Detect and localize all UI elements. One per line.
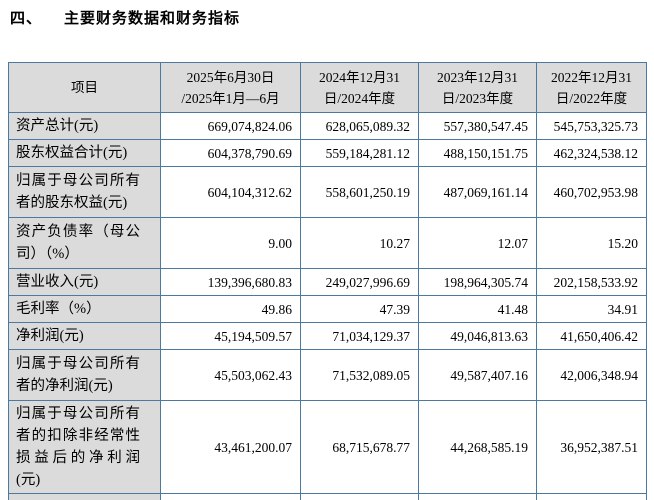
table-row: 营业收入(元) 139,396,680.83 249,027,996.69 198,9… xyxy=(8,268,647,296)
table-row: 净利润(元) 45,194,509.57 71,034,129.37 49,046,8… xyxy=(8,322,647,350)
cell-value: 41,650,406.42 xyxy=(536,322,647,350)
section-heading: 主要财务数据和财务指标 xyxy=(64,10,241,27)
table-row: 归属于母公司所有者的扣除非经常性损益后的净利润(元) 43,461,200.07 6… xyxy=(8,400,647,494)
row-label: 毛利率（%） xyxy=(8,295,161,323)
cell-value: 558,601,250.19 xyxy=(300,166,419,218)
financial-indicators-table: 项目 2025年6月30日 /2025年1月—6月 2024年12月31 日/2… xyxy=(8,62,647,500)
row-label: 股东权益合计(元) xyxy=(8,139,161,167)
column-header-2025: 2025年6月30日 /2025年1月—6月 xyxy=(160,62,301,113)
column-header-2024: 2024年12月31 日/2024年度 xyxy=(300,62,419,113)
row-label: 净利润(元) xyxy=(8,322,161,350)
cell-value: 545,753,325.73 xyxy=(536,112,647,140)
table-header-row: 项目 2025年6月30日 /2025年1月—6月 2024年12月31 日/2… xyxy=(8,62,647,113)
row-label: 归属于母公司所有者的扣除非经常性损益后的净利润(元) xyxy=(8,400,161,494)
column-header-item: 项目 xyxy=(8,62,161,113)
row-label: 归属于母公司所有者的股东权益(元) xyxy=(8,166,161,218)
cell-value: 487,069,161.14 xyxy=(418,166,537,218)
table-row: 归属于母公司所有者的股东权益(元) 604,104,312.62 558,601,2… xyxy=(8,166,647,218)
section-title: 四、 主要财务数据和财务指标 xyxy=(10,7,240,28)
cell-value: 460,702,953.98 xyxy=(536,166,647,218)
cell-value: 15.20 xyxy=(536,217,647,269)
cell-value: 34.91 xyxy=(536,295,647,323)
cell-value: 45,194,509.57 xyxy=(160,322,301,350)
row-label: 资产负债率（母公司）（%） xyxy=(8,217,161,269)
cell-value: 604,104,312.62 xyxy=(160,166,301,218)
cell-value: 44,268,585.19 xyxy=(418,400,537,494)
cell-value xyxy=(536,493,647,500)
cell-value: 42,006,348.94 xyxy=(536,349,647,401)
cell-value: 139,396,680.83 xyxy=(160,268,301,296)
cell-value: 47.39 xyxy=(300,295,419,323)
table-row: 资产负债率（母公司）（%） 9.00 10.27 12.07 15.20 xyxy=(8,217,647,269)
cell-value: 249,027,996.69 xyxy=(300,268,419,296)
cell-value: 198,964,305.74 xyxy=(418,268,537,296)
cell-value: 557,380,547.45 xyxy=(418,112,537,140)
section-number: 四、 xyxy=(10,10,43,27)
cell-value: 49,046,813.63 xyxy=(418,322,537,350)
table-row: 毛利率（%） 49.86 47.39 41.48 34.91 xyxy=(8,295,647,323)
column-header-2023: 2023年12月31 日/2023年度 xyxy=(418,62,537,113)
cell-value: 628,065,089.32 xyxy=(300,112,419,140)
cell-value xyxy=(300,493,419,500)
cell-value: 10.27 xyxy=(300,217,419,269)
cell-value: 604,378,790.69 xyxy=(160,139,301,167)
cell-value: 49,587,407.16 xyxy=(418,349,537,401)
cell-value: 202,158,533.92 xyxy=(536,268,647,296)
cell-value: 71,034,129.37 xyxy=(300,322,419,350)
cell-value: 488,150,151.75 xyxy=(418,139,537,167)
table-row: 股东权益合计(元) 604,378,790.69 559,184,281.12 488… xyxy=(8,139,647,167)
table-row: 归属于母公司所有者的净利润(元) 45,503,062.43 71,532,089.… xyxy=(8,349,647,401)
cell-value: 669,074,824.06 xyxy=(160,112,301,140)
cell-value: 43,461,200.07 xyxy=(160,400,301,494)
cell-value: 9.00 xyxy=(160,217,301,269)
cell-value: 559,184,281.12 xyxy=(300,139,419,167)
row-label: 营业收入(元) xyxy=(8,268,161,296)
table-row: 资产总计(元) 669,074,824.06 628,065,089.32 557,3… xyxy=(8,112,647,140)
partial-next-row xyxy=(8,493,647,500)
cell-value xyxy=(418,493,537,500)
cell-value: 462,324,538.12 xyxy=(536,139,647,167)
row-label: 资产总计(元) xyxy=(8,112,161,140)
cell-value xyxy=(160,493,301,500)
column-header-2022: 2022年12月31 日/2022年度 xyxy=(536,62,647,113)
cell-value: 71,532,089.05 xyxy=(300,349,419,401)
cell-value: 68,715,678.77 xyxy=(300,400,419,494)
row-label: 归属于母公司所有者的净利润(元) xyxy=(8,349,161,401)
cell-value: 41.48 xyxy=(418,295,537,323)
cell-value: 49.86 xyxy=(160,295,301,323)
row-label xyxy=(8,493,161,500)
cell-value: 12.07 xyxy=(418,217,537,269)
cell-value: 36,952,387.51 xyxy=(536,400,647,494)
cell-value: 45,503,062.43 xyxy=(160,349,301,401)
